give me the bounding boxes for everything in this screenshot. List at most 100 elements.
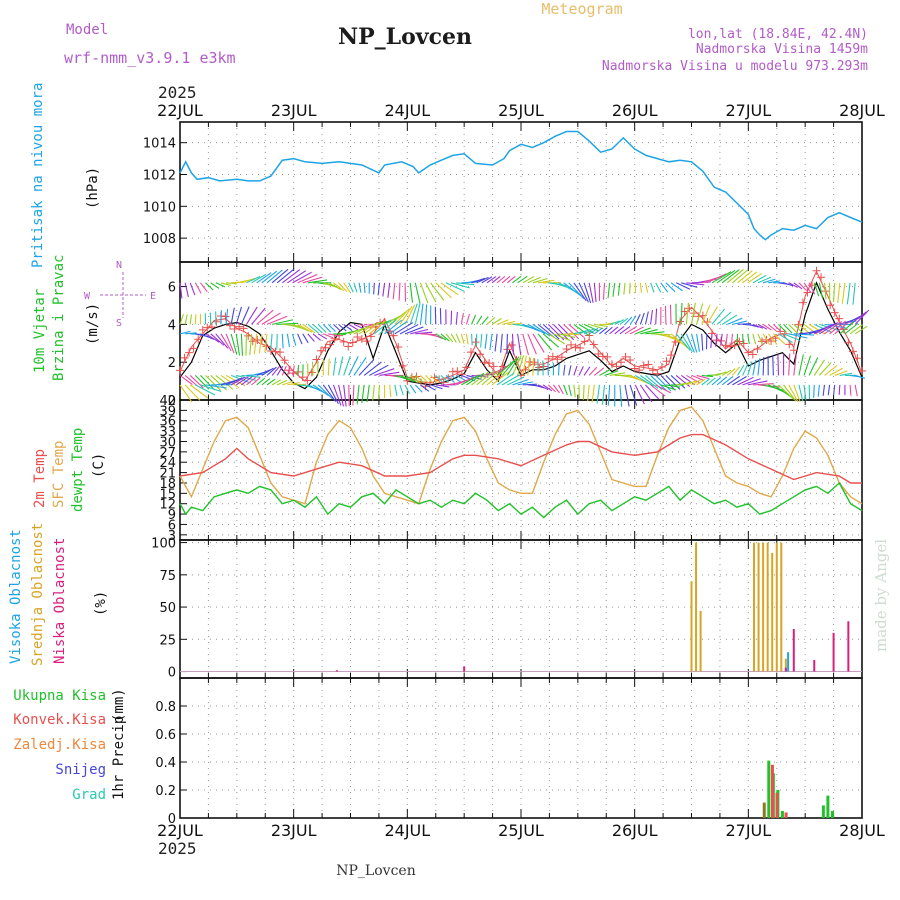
wind-arrow — [752, 274, 767, 284]
model-name: wrf-nmm_v3.9.1 e3km — [64, 49, 236, 67]
wind-gust-marker — [485, 359, 494, 368]
wind-arrow — [783, 324, 793, 334]
wind-arrow — [210, 282, 220, 289]
wind-arrow — [594, 323, 608, 328]
wind-gust-marker — [244, 331, 253, 340]
wind-gust-marker — [348, 338, 357, 347]
wind-arrow — [553, 333, 571, 342]
wind-gust-marker — [403, 376, 412, 385]
wind-arrow — [399, 306, 413, 325]
wind-gust-marker — [344, 342, 353, 351]
wind-gust-marker — [553, 355, 562, 364]
wind-arrow — [767, 333, 778, 345]
wind-arrow — [624, 316, 633, 325]
wind-gust-marker — [630, 364, 639, 373]
wind-arrow — [297, 274, 318, 284]
wind-arrow — [604, 370, 619, 376]
wind-gust-marker — [389, 331, 398, 340]
precip-bar-conv — [775, 792, 779, 818]
temp-ylabel-dew: dewpt Temp — [70, 428, 86, 512]
wind-arrow — [496, 275, 506, 284]
y-tick-label: 1010 — [143, 200, 176, 215]
wind-arrow — [614, 319, 625, 325]
wind-gust-marker — [567, 340, 576, 349]
wind-arrow — [430, 333, 444, 340]
wind-ylabel-sub: Brzina i Pravac — [51, 255, 67, 381]
wind-arrow — [757, 323, 768, 330]
wind-arrow — [527, 356, 531, 376]
wind-arrow — [593, 282, 597, 303]
wind-arrow — [496, 360, 514, 376]
wind-gust-marker — [744, 348, 753, 357]
wind-arrow — [547, 384, 556, 393]
precip-legend-total: Ukupna Kisa — [13, 688, 106, 704]
wind-arrow — [696, 303, 704, 325]
y-tick-label: 100 — [151, 537, 176, 552]
wind-arrow — [732, 376, 747, 386]
wind-arrow — [542, 384, 553, 392]
wind-gust-marker — [353, 333, 362, 342]
wind-gust-marker — [571, 343, 580, 352]
wind-arrow — [522, 333, 530, 356]
wind-arrow — [179, 313, 184, 325]
y-tick-label: 4 — [168, 318, 176, 333]
wind-arrow — [817, 384, 820, 397]
wind-gust-marker — [207, 323, 216, 332]
wind-arrow — [501, 374, 520, 386]
wind-arrow — [328, 282, 342, 290]
wind-arrow — [424, 304, 428, 325]
wind-arrow — [419, 282, 429, 304]
wind-gust-marker — [848, 347, 857, 356]
wind-gust-marker — [535, 363, 544, 372]
wind-arrow — [757, 358, 761, 376]
wind-arrow — [287, 270, 307, 284]
wind-gust-marker — [230, 325, 239, 334]
wind-gust-marker — [276, 348, 285, 357]
wind-gust-marker — [798, 298, 807, 307]
elevation-label: Nadmorska Visina 1459m — [696, 42, 868, 57]
wind-arrow — [670, 282, 683, 292]
wind-arrow — [481, 370, 499, 386]
wind-arrow — [778, 333, 793, 343]
wind-arrow — [271, 379, 282, 386]
y-tick-label: 21 — [159, 467, 176, 482]
wind-arrow — [215, 374, 234, 390]
wind-gust-marker — [830, 308, 839, 317]
wind-arrow — [808, 282, 816, 295]
wind-arrow — [609, 372, 626, 376]
wind-arrow — [491, 275, 501, 284]
wind-arrow — [798, 384, 804, 402]
wind-arrow — [752, 383, 774, 386]
wind-arrow — [640, 329, 658, 335]
wind-arrow — [292, 271, 312, 284]
wind-arrow — [256, 377, 266, 386]
wind-gust-marker — [221, 312, 230, 321]
wind-arrow — [839, 321, 855, 335]
wind-arrow — [460, 333, 465, 344]
wind-arrow — [240, 333, 244, 356]
wind-arrow — [414, 282, 421, 304]
wind-arrow — [644, 282, 649, 293]
plot-area: 1008101010121014024636912151821242730333… — [143, 101, 885, 840]
wind-gust-marker — [776, 327, 785, 336]
wind-gust-marker — [562, 345, 571, 354]
wind-arrow — [404, 374, 418, 383]
wind-arrow — [200, 333, 215, 340]
wind-arrow — [824, 321, 842, 335]
wind-arrow — [841, 282, 846, 304]
wind-gust-marker — [316, 346, 325, 355]
wind-arrow — [373, 282, 375, 295]
wind-arrow — [732, 366, 741, 376]
wind-arrow — [266, 315, 288, 325]
wind-gust-marker — [617, 358, 626, 367]
wind-arrow — [537, 279, 555, 284]
wind-arrow — [327, 323, 336, 333]
wind-gust-marker — [789, 346, 798, 355]
wind-arrow — [767, 323, 777, 332]
y-tick-label: 18 — [159, 477, 176, 492]
wind-arrow — [670, 375, 686, 389]
x-label-bottom: 24JUL — [384, 821, 430, 840]
wind-arrow — [793, 384, 801, 403]
compass-n: N — [116, 260, 122, 271]
wind-arrow — [225, 308, 229, 325]
